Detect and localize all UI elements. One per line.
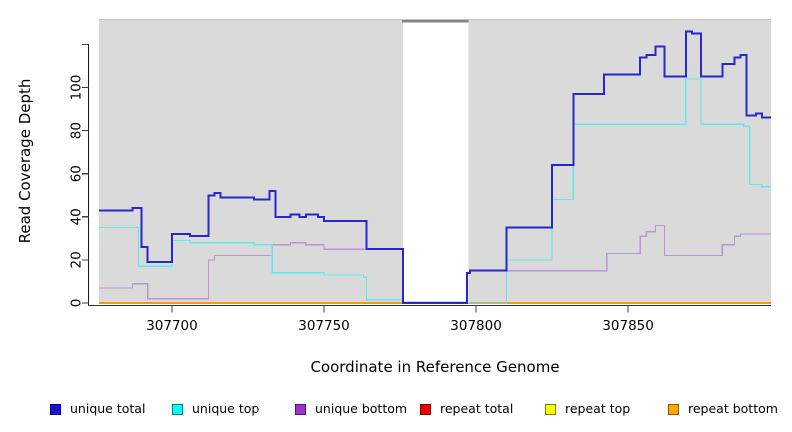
gap-band (403, 19, 469, 303)
legend: unique total unique top unique bottom repea… (0, 402, 792, 422)
series-unique-total (99, 30, 771, 304)
x-tick-label: 307850 (602, 318, 654, 334)
x-tick-label: 307800 (450, 318, 502, 334)
legend-label: unique bottom (315, 401, 408, 416)
y-tick-label: 60 (69, 165, 85, 182)
legend-label: repeat total (440, 401, 514, 416)
legend-item-unique-top: unique top (172, 402, 259, 416)
legend-label: unique top (192, 401, 260, 416)
legend-item-unique-bottom: unique bottom (295, 402, 407, 416)
y-tick-label: 100 (69, 75, 85, 101)
legend-swatch-unique-top (172, 403, 183, 415)
y-tick-label: 20 (69, 251, 85, 268)
y-tick-label: 80 (69, 122, 85, 139)
legend-item-repeat-total: repeat total (420, 402, 513, 416)
y-axis-title: Read Coverage Depth (16, 78, 34, 244)
legend-item-repeat-bottom: repeat bottom (668, 402, 778, 416)
x-tick-label: 307700 (146, 318, 198, 334)
legend-label: unique total (70, 401, 146, 416)
y-tick-label: 40 (69, 208, 85, 225)
x-axis-title: Coordinate in Reference Genome (310, 358, 560, 376)
legend-item-unique-total: unique total (50, 402, 145, 416)
y-tick-label: 0 (69, 299, 85, 308)
legend-swatch-repeat-total (420, 403, 431, 415)
legend-item-repeat-top: repeat top (545, 402, 630, 416)
legend-swatch-unique-bottom (295, 403, 306, 415)
x-tick-label: 307750 (298, 318, 350, 334)
legend-swatch-repeat-top (545, 403, 556, 415)
legend-swatch-unique-total (50, 403, 61, 415)
legend-label: repeat top (565, 401, 631, 416)
legend-label: repeat bottom (688, 401, 778, 416)
legend-swatch-repeat-bottom (668, 403, 679, 415)
